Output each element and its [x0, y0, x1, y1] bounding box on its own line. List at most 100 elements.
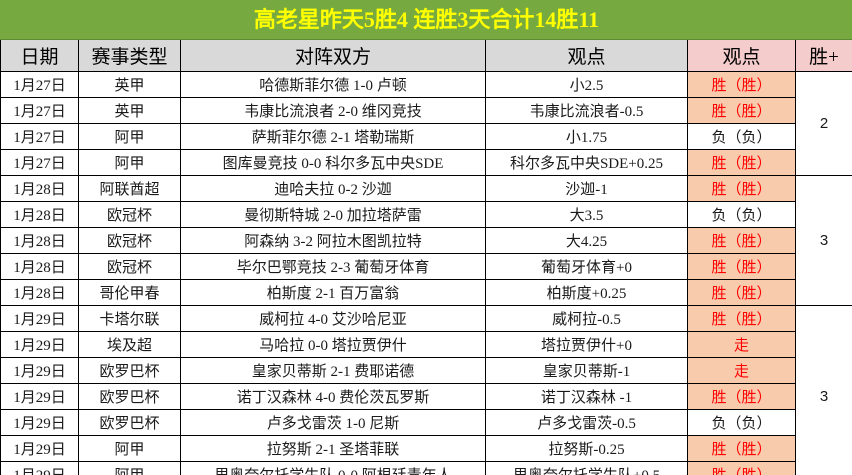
table-row: 1月29日 欧罗巴杯 皇家贝蒂斯 2-1 费耶诺德 皇家贝蒂斯-1 走: [0, 357, 852, 384]
cell-result: 胜（胜）: [687, 175, 796, 202]
cell-league: 阿甲: [78, 461, 181, 475]
cell-result: 胜（胜）: [687, 305, 796, 332]
table-row: 1月29日 卡塔尔联 威柯拉 4-0 艾沙哈尼亚 威柯拉-0.5 胜（胜） 3: [0, 305, 852, 475]
column-header-league[interactable]: 赛事类型: [78, 39, 181, 72]
cell-match: 里奥夸尔托学生队 0-0 阿根廷青年人: [180, 461, 486, 475]
cell-view: 皇家贝蒂斯-1: [485, 357, 688, 384]
cell-league: 欧罗巴杯: [78, 383, 181, 410]
cell-view: 里奥夸尔托学生队+0.5: [485, 461, 688, 475]
cell-result: 胜（胜）: [687, 279, 796, 306]
cell-league: 欧冠杯: [78, 253, 181, 280]
cell-view: 塔拉贾伊什+0: [485, 331, 688, 358]
column-header-match[interactable]: 对阵双方: [180, 39, 486, 72]
column-header-streak[interactable]: 胜+: [794, 39, 852, 72]
cell-date: 1月29日: [0, 409, 79, 436]
cell-date: 1月29日: [0, 305, 79, 332]
cell-view: 威柯拉-0.5: [485, 305, 688, 332]
table-row: 1月29日 欧罗巴杯 诺丁汉森林 4-0 费伦茨瓦罗斯 诺丁汉森林 -1 胜（胜）: [0, 383, 852, 410]
cell-match: 拉努斯 2-1 圣塔菲联: [180, 435, 486, 462]
table-row: 1月27日 英甲 韦康比流浪者 2-0 维冈竞技 韦康比流浪者-0.5 胜（胜）: [0, 97, 852, 124]
cell-result: 胜（胜）: [687, 71, 796, 98]
cell-match: 马哈拉 0-0 塔拉贾伊什: [180, 331, 486, 358]
table-row: 1月28日 欧冠杯 毕尔巴鄂竞技 2-3 葡萄牙体育 葡萄牙体育+0 胜（胜）: [0, 253, 852, 280]
cell-league: 埃及超: [78, 331, 181, 358]
title-banner-row: 高老星昨天5胜4 连胜3天合计14胜11: [0, 0, 852, 40]
cell-league: 欧罗巴杯: [78, 409, 181, 436]
cell-view: 韦康比流浪者-0.5: [485, 97, 688, 124]
cell-date: 1月27日: [0, 71, 79, 98]
cell-result: 负（负）: [687, 123, 796, 150]
cell-date: 1月29日: [0, 357, 79, 384]
cell-date: 1月27日: [0, 123, 79, 150]
cell-league: 阿联酋超: [78, 175, 181, 202]
table-row: 1月28日 哥伦甲春 柏斯度 2-1 百万富翁 柏斯度+0.25 胜（胜）: [0, 279, 852, 306]
cell-match: 诺丁汉森林 4-0 费伦茨瓦罗斯: [180, 383, 486, 410]
cell-result: 胜（胜）: [687, 97, 796, 124]
cell-result: 走: [687, 357, 796, 384]
cell-view: 大4.25: [485, 227, 688, 254]
cell-league: 欧冠杯: [78, 227, 181, 254]
cell-match: 哈德斯菲尔德 1-0 卢顿: [180, 71, 486, 98]
cell-date: 1月28日: [0, 253, 79, 280]
column-header-view[interactable]: 观点: [485, 39, 688, 72]
cell-match: 曼彻斯特城 2-0 加拉塔萨雷: [180, 201, 486, 228]
cell-league: 阿甲: [78, 435, 181, 462]
table-row: 1月28日 欧冠杯 阿森纳 3-2 阿拉木图凯拉特 大4.25 胜（胜）: [0, 227, 852, 254]
table-row: 1月29日 欧罗巴杯 卢多戈雷茨 1-0 尼斯 卢多戈雷茨-0.5 负（负）: [0, 409, 852, 436]
cell-date: 1月29日: [0, 383, 79, 410]
cell-streak-count: 2: [794, 71, 852, 176]
cell-league: 阿甲: [78, 123, 181, 150]
cell-league: 卡塔尔联: [78, 305, 181, 332]
cell-result: 胜（胜）: [687, 435, 796, 462]
table-row: 1月27日 阿甲 图库曼竞技 0-0 科尔多瓦中央SDE 科尔多瓦中央SDE+0.25…: [0, 149, 852, 176]
table-row: 1月29日 阿甲 拉努斯 2-1 圣塔菲联 拉努斯-0.25 胜（胜）: [0, 435, 852, 462]
cell-view: 小2.5: [485, 71, 688, 98]
cell-league: 欧冠杯: [78, 201, 181, 228]
cell-result: 胜（胜）: [687, 149, 796, 176]
cell-view: 诺丁汉森林 -1: [485, 383, 688, 410]
cell-result: 胜（胜）: [687, 227, 796, 254]
page-title: 高老星昨天5胜4 连胜3天合计14胜11: [0, 0, 852, 40]
table-row: 1月28日 欧冠杯 曼彻斯特城 2-0 加拉塔萨雷 大3.5 负（负）: [0, 201, 852, 228]
cell-streak-count: 3: [794, 175, 852, 306]
cell-result: 胜（胜）: [687, 461, 796, 475]
cell-result: 负（负）: [687, 201, 796, 228]
cell-result: 胜（胜）: [687, 253, 796, 280]
cell-date: 1月28日: [0, 227, 79, 254]
cell-match: 阿森纳 3-2 阿拉木图凯拉特: [180, 227, 486, 254]
table-header-row: 日期 赛事类型 对阵双方 观点 观点 胜+: [0, 39, 852, 72]
cell-date: 1月29日: [0, 435, 79, 462]
cell-streak-count: 3: [794, 305, 852, 475]
cell-date: 1月29日: [0, 461, 79, 475]
cell-date: 1月27日: [0, 149, 79, 176]
cell-match: 迪哈夫拉 0-2 沙迦: [180, 175, 486, 202]
cell-view: 科尔多瓦中央SDE+0.25: [485, 149, 688, 176]
cell-view: 卢多戈雷茨-0.5: [485, 409, 688, 436]
cell-match: 韦康比流浪者 2-0 维冈竞技: [180, 97, 486, 124]
column-header-date[interactable]: 日期: [0, 39, 79, 72]
cell-league: 阿甲: [78, 149, 181, 176]
cell-date: 1月28日: [0, 175, 79, 202]
table-row: 1月27日 阿甲 萨斯菲尔德 2-1 塔勒瑞斯 小1.75 负（负）: [0, 123, 852, 150]
cell-date: 1月28日: [0, 279, 79, 306]
cell-view: 柏斯度+0.25: [485, 279, 688, 306]
column-header-result[interactable]: 观点: [687, 39, 796, 72]
cell-result: 胜（胜）: [687, 383, 796, 410]
cell-league: 英甲: [78, 97, 181, 124]
cell-view: 沙迦-1: [485, 175, 688, 202]
table-row: 1月29日 埃及超 马哈拉 0-0 塔拉贾伊什 塔拉贾伊什+0 走: [0, 331, 852, 358]
cell-result: 走: [687, 331, 796, 358]
cell-match: 威柯拉 4-0 艾沙哈尼亚: [180, 305, 486, 332]
cell-view: 大3.5: [485, 201, 688, 228]
cell-date: 1月29日: [0, 331, 79, 358]
cell-match: 图库曼竞技 0-0 科尔多瓦中央SDE: [180, 149, 486, 176]
table-row: 1月28日 阿联酋超 迪哈夫拉 0-2 沙迦 沙迦-1 胜（胜） 3: [0, 175, 852, 306]
cell-match: 皇家贝蒂斯 2-1 费耶诺德: [180, 357, 486, 384]
cell-league: 欧罗巴杯: [78, 357, 181, 384]
cell-date: 1月28日: [0, 201, 79, 228]
cell-match: 萨斯菲尔德 2-1 塔勒瑞斯: [180, 123, 486, 150]
cell-date: 1月27日: [0, 97, 79, 124]
cell-match: 柏斯度 2-1 百万富翁: [180, 279, 486, 306]
cell-match: 毕尔巴鄂竞技 2-3 葡萄牙体育: [180, 253, 486, 280]
